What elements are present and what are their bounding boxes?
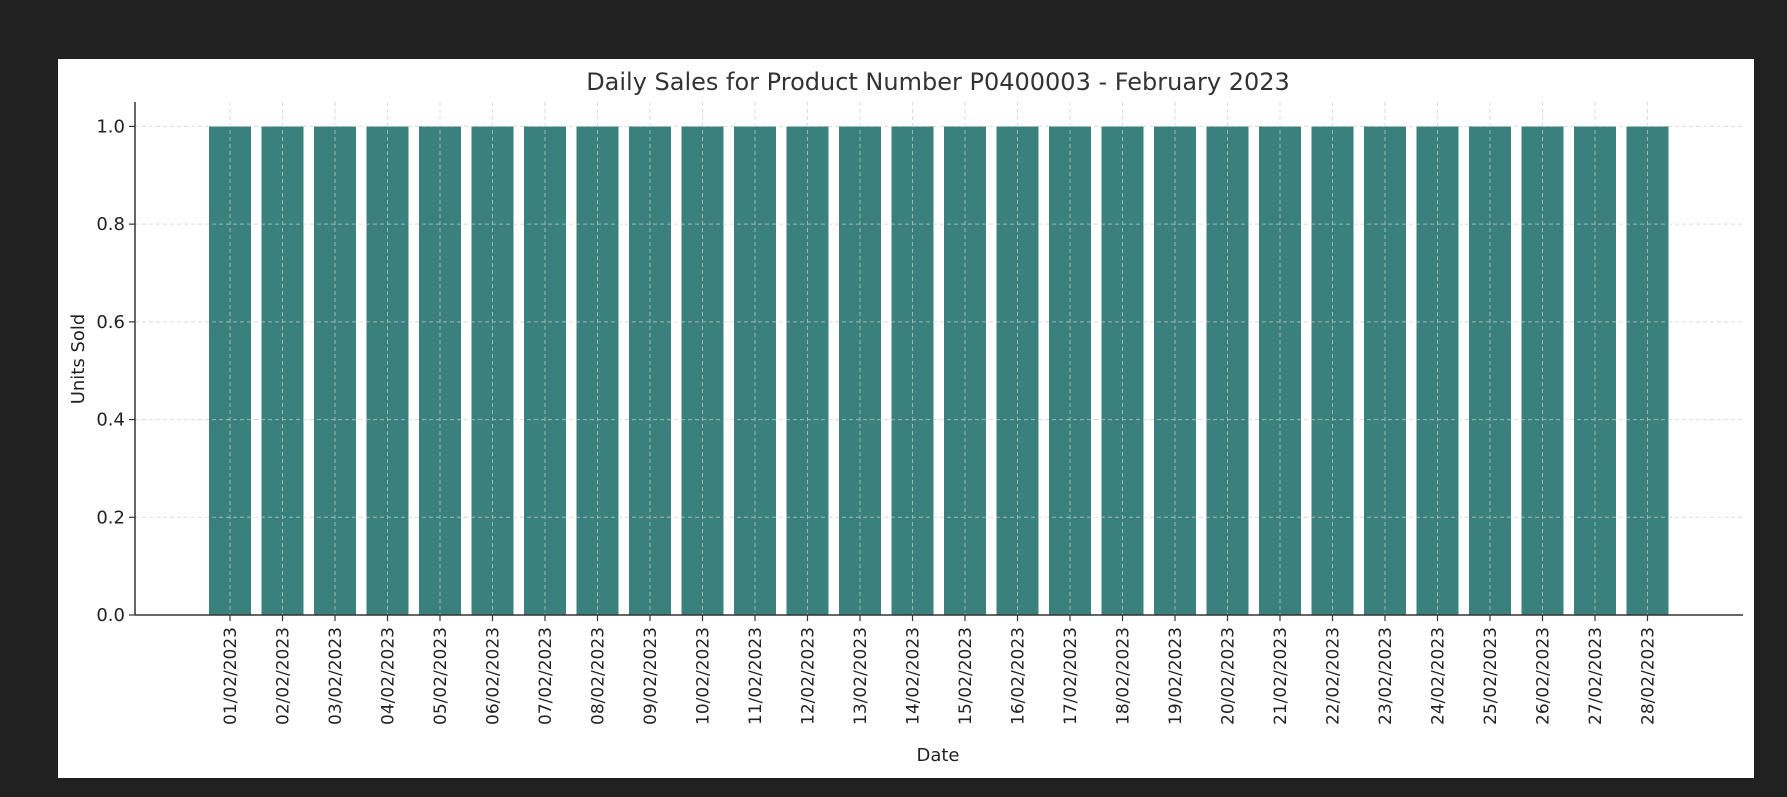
x-tick-label: 10/02/2023 [694,627,714,725]
x-tick-label: 24/02/2023 [1429,627,1449,725]
x-tick-label: 07/02/2023 [536,627,556,725]
x-tick-label: 23/02/2023 [1376,627,1396,725]
x-axis-label: Date [916,745,959,766]
x-tick-label: 05/02/2023 [431,627,451,725]
x-tick-label: 15/02/2023 [956,627,976,725]
x-tick-label: 17/02/2023 [1061,627,1081,725]
x-tick-label: 13/02/2023 [851,627,871,725]
x-tick-label: 11/02/2023 [746,627,766,725]
x-tick-label: 18/02/2023 [1114,627,1134,725]
x-tick-label: 26/02/2023 [1534,627,1554,725]
y-tick-label: 0.6 [96,312,125,333]
y-tick-label: 0.2 [96,507,125,528]
y-tick-label: 0.0 [96,605,125,626]
chart-title: Daily Sales for Product Number P0400003 … [586,68,1290,96]
x-tick-label: 14/02/2023 [904,627,924,725]
x-tick-label: 22/02/2023 [1324,627,1344,725]
x-tick-label: 09/02/2023 [641,627,661,725]
x-tick-label: 08/02/2023 [589,627,609,725]
y-tick-label: 1.0 [96,116,125,137]
x-tick-label: 27/02/2023 [1586,627,1606,725]
x-tick-label: 25/02/2023 [1481,627,1501,725]
x-tick-label: 03/02/2023 [326,627,346,725]
x-tick-label: 20/02/2023 [1219,627,1239,725]
x-tick-label: 04/02/2023 [379,627,399,725]
x-tick-label: 06/02/2023 [484,627,504,725]
y-tick-label: 0.4 [96,410,125,431]
y-axis-label: Units Sold [68,314,89,405]
x-tick-label: 19/02/2023 [1166,627,1186,725]
x-tick-label: 01/02/2023 [221,627,241,725]
y-tick-label: 0.8 [96,214,125,235]
x-tick-label: 12/02/2023 [799,627,819,725]
x-tick-label: 21/02/2023 [1271,627,1291,725]
x-tick-label: 28/02/2023 [1639,627,1659,725]
x-tick-label: 16/02/2023 [1009,627,1029,725]
x-tick-label: 02/02/2023 [274,627,294,725]
